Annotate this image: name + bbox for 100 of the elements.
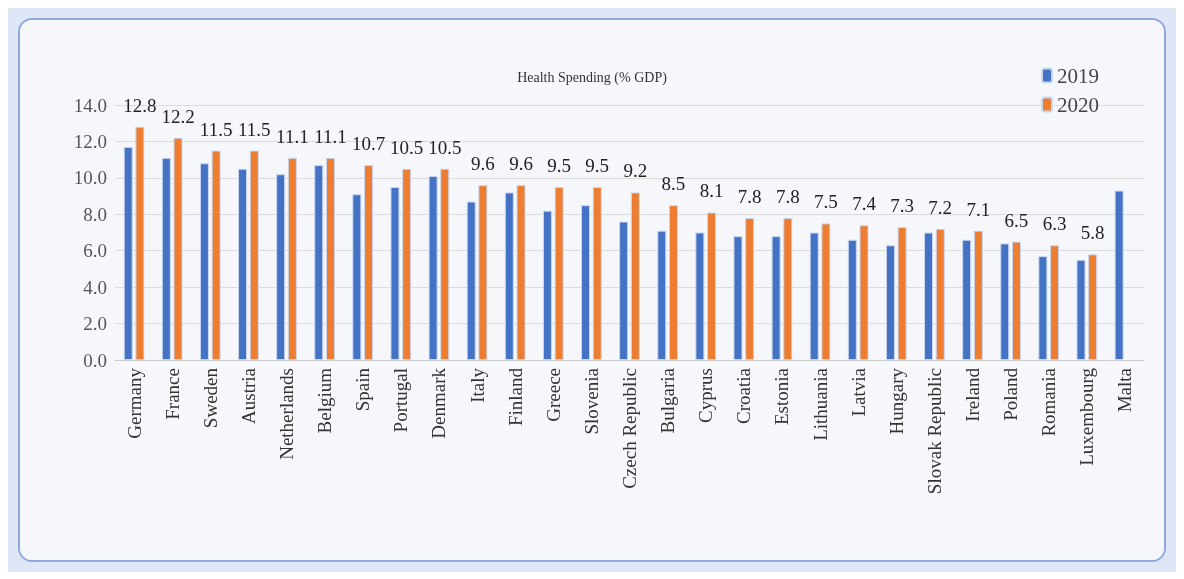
x-tick-label: Portugal — [390, 368, 412, 433]
x-tick-label: Cyprus — [695, 368, 717, 423]
bar — [161, 157, 171, 360]
y-tick-label: 6.0 — [83, 240, 107, 262]
x-tick-label: Malta — [1114, 367, 1136, 413]
bar — [973, 230, 983, 360]
chart-title: Health Spending (% GDP) — [517, 69, 668, 86]
bar — [847, 239, 857, 360]
bar — [668, 205, 678, 360]
bar — [276, 174, 286, 360]
data-label: 7.3 — [890, 195, 914, 217]
bar — [1050, 245, 1060, 360]
data-label: 5.8 — [1080, 222, 1105, 244]
data-label: 7.8 — [775, 185, 800, 207]
bar — [859, 225, 869, 360]
y-tick-label: 0.0 — [83, 349, 107, 371]
x-tick-label: Germany — [123, 367, 145, 439]
data-label: 10.5 — [390, 136, 424, 158]
x-tick-label: Slovak Republic — [923, 368, 945, 495]
x-tick-label: Ireland — [962, 367, 983, 422]
data-label: 7.4 — [852, 193, 877, 215]
x-tick-label: Denmark — [428, 367, 450, 439]
bar — [1000, 243, 1010, 360]
y-tick-label: 10.0 — [73, 167, 107, 189]
bar — [821, 223, 831, 360]
bar — [619, 221, 629, 360]
bar — [516, 185, 526, 360]
bar — [364, 165, 374, 360]
x-tick-label: Spain — [352, 367, 374, 412]
bar — [314, 165, 324, 360]
x-tick-label: Romania — [1038, 367, 1060, 437]
x-tick-label: Croatia — [733, 367, 755, 424]
legend-label: 2020 — [1057, 92, 1099, 117]
data-label: 10.7 — [351, 133, 386, 155]
data-label: 11.5 — [237, 118, 271, 140]
data-label: 6.3 — [1042, 213, 1067, 235]
bar — [592, 186, 602, 360]
data-label: 9.2 — [623, 160, 648, 182]
data-label: 10.5 — [428, 136, 462, 158]
x-tick-label: Netherlands — [276, 368, 297, 460]
bar — [504, 192, 514, 360]
y-tick-label: 14.0 — [73, 94, 107, 116]
bar — [390, 186, 400, 360]
bar — [771, 236, 781, 360]
bar — [440, 168, 450, 360]
data-label: 12.2 — [161, 105, 195, 127]
bar — [885, 245, 895, 360]
legend-label: 2019 — [1057, 63, 1099, 88]
data-label: 9.6 — [509, 153, 533, 175]
x-tick-label: Hungary — [885, 367, 907, 435]
bar — [897, 227, 907, 360]
data-label: 8.5 — [661, 173, 686, 195]
data-label: 7.2 — [928, 196, 953, 218]
bar — [657, 230, 667, 360]
y-tick-label: 4.0 — [83, 276, 107, 298]
data-label: 9.5 — [547, 154, 571, 176]
bar — [135, 126, 145, 360]
bar — [352, 194, 362, 360]
bar — [1114, 190, 1124, 360]
x-tick-label: Estonia — [771, 367, 793, 425]
bar — [238, 168, 248, 360]
bar — [1011, 241, 1021, 360]
data-label: 11.1 — [276, 125, 309, 147]
data-label: 7.8 — [737, 185, 762, 207]
y-tick-label: 8.0 — [83, 203, 107, 225]
bar — [325, 157, 335, 360]
data-label: 7.1 — [966, 198, 991, 220]
data-label: 12.8 — [123, 94, 157, 116]
bar — [924, 232, 934, 360]
bar — [783, 217, 793, 360]
data-label: 8.1 — [699, 180, 724, 202]
bar — [707, 212, 717, 360]
bar — [428, 176, 438, 360]
data-label: 6.5 — [1004, 209, 1029, 231]
bar — [962, 239, 972, 360]
x-tick-label: Slovenia — [580, 367, 602, 435]
bar — [211, 150, 221, 360]
y-tick-label: 12.0 — [73, 130, 107, 152]
x-tick-label: Bulgaria — [657, 367, 679, 434]
bar — [478, 185, 488, 360]
x-tick-label: Italy — [466, 367, 488, 403]
x-tick-label: Luxembourg — [1076, 367, 1098, 466]
bar — [554, 186, 564, 360]
x-tick-label: Poland — [1000, 367, 1022, 421]
bar — [630, 192, 640, 360]
bar — [1076, 259, 1086, 360]
x-tick-label: Greece — [542, 368, 564, 422]
x-tick-label: Belgium — [314, 367, 336, 434]
bar — [695, 232, 705, 360]
x-tick-label: Sweden — [199, 367, 221, 429]
data-label: 11.1 — [314, 125, 347, 147]
bar — [745, 217, 755, 360]
data-label: 9.5 — [585, 154, 610, 176]
x-tick-label: Lithuania — [809, 367, 831, 441]
data-label: 11.5 — [199, 118, 233, 140]
x-tick-label: Austria — [237, 367, 259, 424]
bar — [123, 146, 133, 360]
bar — [402, 168, 412, 360]
bar — [935, 228, 945, 360]
bar — [733, 236, 743, 360]
